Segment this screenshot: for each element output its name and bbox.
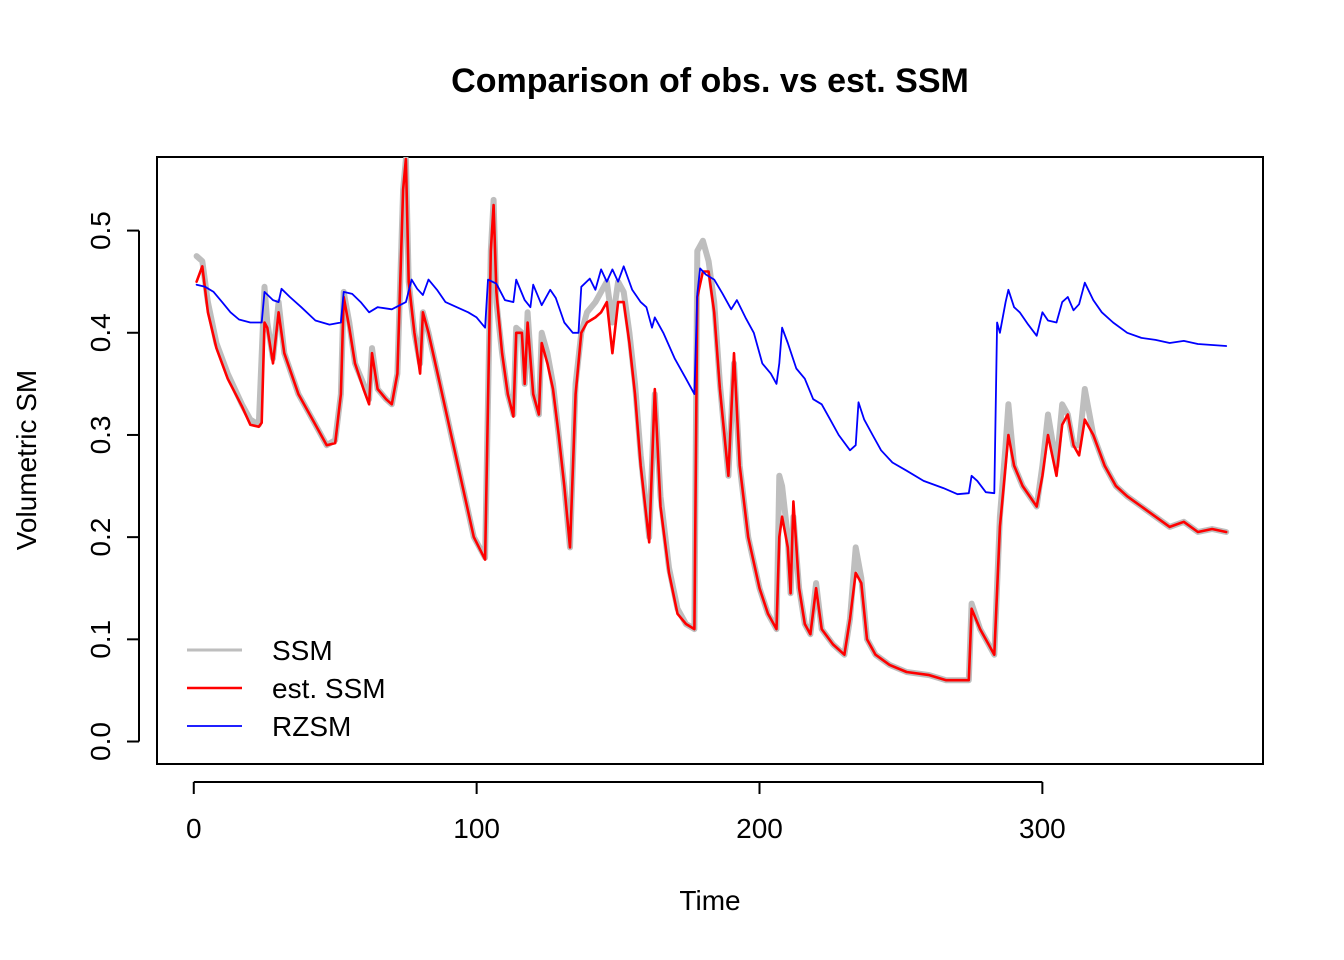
legend-label-est-ssm: est. SSM xyxy=(272,673,386,704)
y-axis-label: Volumetric SM xyxy=(11,370,42,551)
y-tick-label: 0.5 xyxy=(85,211,116,250)
y-tick-label: 0.2 xyxy=(85,518,116,557)
legend: SSM est. SSM RZSM xyxy=(187,635,386,742)
x-tick-label: 300 xyxy=(1019,813,1066,844)
x-tick-label: 0 xyxy=(186,813,202,844)
chart-title: Comparison of obs. vs est. SSM xyxy=(451,62,969,100)
series-line-rzsm xyxy=(195,265,1228,496)
legend-label-rzsm: RZSM xyxy=(272,711,351,742)
y-tick-label: 0.1 xyxy=(85,620,116,659)
x-axis: 0 100 200 300 xyxy=(186,781,1066,844)
legend-label-ssm: SSM xyxy=(272,635,333,666)
y-tick-label: 0.0 xyxy=(85,722,116,761)
series-line-ssm xyxy=(193,157,1230,684)
series-line-est-ssm xyxy=(195,157,1228,682)
x-tick-label: 100 xyxy=(453,813,500,844)
x-tick-label: 200 xyxy=(736,813,783,844)
x-axis-label: Time xyxy=(679,885,740,916)
y-tick-label: 0.3 xyxy=(85,415,116,454)
y-tick-label: 0.4 xyxy=(85,313,116,352)
y-axis: 0.0 0.1 0.2 0.3 0.4 0.5 xyxy=(85,211,140,761)
series-layer xyxy=(193,157,1230,684)
plot-frame xyxy=(156,156,1264,765)
